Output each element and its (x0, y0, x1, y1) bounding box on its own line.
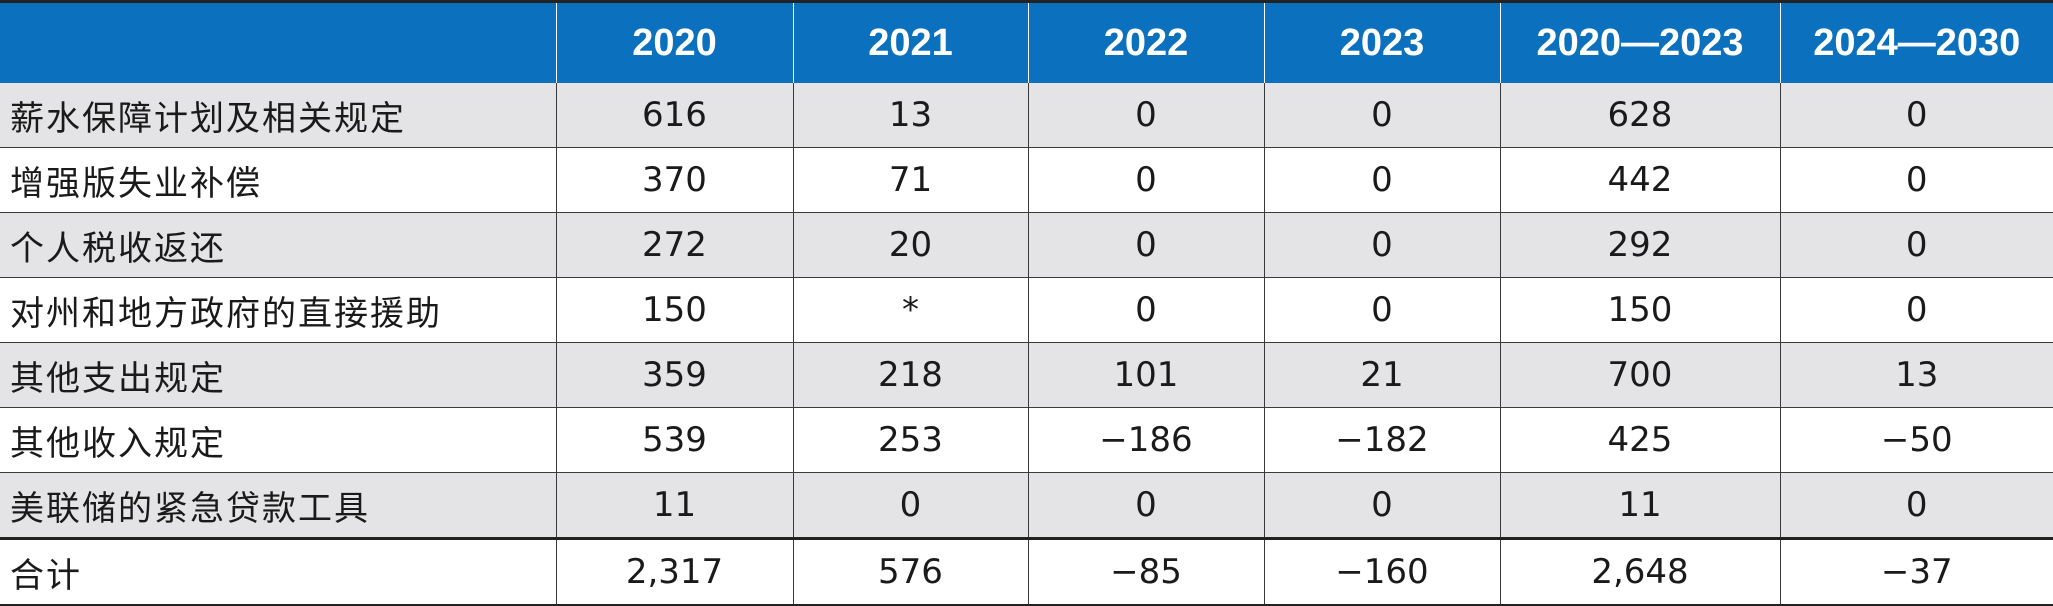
value-cell: 425 (1499, 407, 1780, 473)
value-cell: 272 (555, 212, 793, 278)
value-cell: 0 (1027, 83, 1264, 148)
value-cell: 0 (1779, 277, 2053, 343)
value-cell: 0 (1263, 83, 1500, 148)
value-cell: 150 (1499, 277, 1780, 343)
value-cell: 20 (792, 212, 1028, 278)
value-cell: −50 (1779, 407, 2053, 473)
header-cell-2022: 2022 (1027, 3, 1264, 83)
value-cell: 11 (555, 472, 793, 539)
value-cell: −37 (1779, 537, 2053, 604)
table-header: 2020 2021 2022 2023 2020—2023 2024—2030 (0, 3, 2053, 83)
value-cell: 370 (555, 147, 793, 213)
row-label: 美联储的紧急贷款工具 (0, 472, 556, 539)
value-cell: 0 (1263, 472, 1500, 539)
table-row: 个人税收返还 272 20 0 0 292 0 (0, 212, 2053, 278)
value-cell: 0 (1779, 212, 2053, 278)
row-label: 个人税收返还 (0, 212, 556, 278)
header-cell-label (0, 3, 556, 83)
value-cell: 700 (1499, 342, 1780, 408)
value-cell: 442 (1499, 147, 1780, 213)
value-cell: 218 (792, 342, 1028, 408)
value-cell: 0 (1263, 277, 1500, 343)
value-cell: 0 (1263, 212, 1500, 278)
row-label: 其他支出规定 (0, 342, 556, 408)
header-cell-2020: 2020 (555, 3, 793, 83)
value-cell: 71 (792, 147, 1028, 213)
table-row: 美联储的紧急贷款工具 11 0 0 0 11 0 (0, 472, 2053, 539)
value-cell: −85 (1027, 537, 1264, 604)
data-table: 2020 2021 2022 2023 2020—2023 2024—2030 … (0, 3, 2053, 604)
value-cell: 0 (1027, 212, 1264, 278)
value-cell: 13 (792, 83, 1028, 148)
row-label: 合计 (0, 537, 556, 604)
row-label: 其他收入规定 (0, 407, 556, 473)
value-cell: 576 (792, 537, 1028, 604)
value-cell: 628 (1499, 83, 1780, 148)
table-row: 对州和地方政府的直接援助 150 * 0 0 150 0 (0, 277, 2053, 343)
value-cell: 2,317 (555, 537, 793, 604)
value-cell: 616 (555, 83, 793, 148)
header-row: 2020 2021 2022 2023 2020—2023 2024—2030 (0, 3, 2053, 83)
header-cell-2021: 2021 (792, 3, 1028, 83)
value-cell: −160 (1263, 537, 1500, 604)
value-cell: 11 (1499, 472, 1780, 539)
row-label: 增强版失业补偿 (0, 147, 556, 213)
value-cell: 253 (792, 407, 1028, 473)
value-cell: * (792, 277, 1028, 343)
value-cell: 101 (1027, 342, 1264, 408)
total-row: 合计 2,317 576 −85 −160 2,648 −37 (0, 537, 2053, 604)
value-cell: 0 (1027, 472, 1264, 539)
table-row: 增强版失业补偿 370 71 0 0 442 0 (0, 147, 2053, 213)
value-cell: 0 (1027, 147, 1264, 213)
table-row: 其他收入规定 539 253 −186 −182 425 −50 (0, 407, 2053, 473)
value-cell: −182 (1263, 407, 1500, 473)
value-cell: 0 (1779, 147, 2053, 213)
header-cell-2023: 2023 (1263, 3, 1500, 83)
table-body: 薪水保障计划及相关规定 616 13 0 0 628 0 增强版失业补偿 370 71 0 0 442 0… (0, 83, 2053, 604)
table-row: 其他支出规定 359 218 101 21 700 13 (0, 342, 2053, 408)
header-cell-2024-2030: 2024—2030 (1779, 3, 2053, 83)
value-cell: 292 (1499, 212, 1780, 278)
value-cell: 2,648 (1499, 537, 1780, 604)
value-cell: 21 (1263, 342, 1500, 408)
header-cell-2020-2023: 2020—2023 (1499, 3, 1780, 83)
value-cell: 0 (1779, 472, 2053, 539)
row-label: 薪水保障计划及相关规定 (0, 83, 556, 148)
value-cell: 13 (1779, 342, 2053, 408)
value-cell: 0 (792, 472, 1028, 539)
row-label: 对州和地方政府的直接援助 (0, 277, 556, 343)
value-cell: −186 (1027, 407, 1264, 473)
value-cell: 0 (1027, 277, 1264, 343)
value-cell: 539 (555, 407, 793, 473)
value-cell: 0 (1263, 147, 1500, 213)
value-cell: 150 (555, 277, 793, 343)
value-cell: 0 (1779, 83, 2053, 148)
value-cell: 359 (555, 342, 793, 408)
table-row: 薪水保障计划及相关规定 616 13 0 0 628 0 (0, 83, 2053, 148)
